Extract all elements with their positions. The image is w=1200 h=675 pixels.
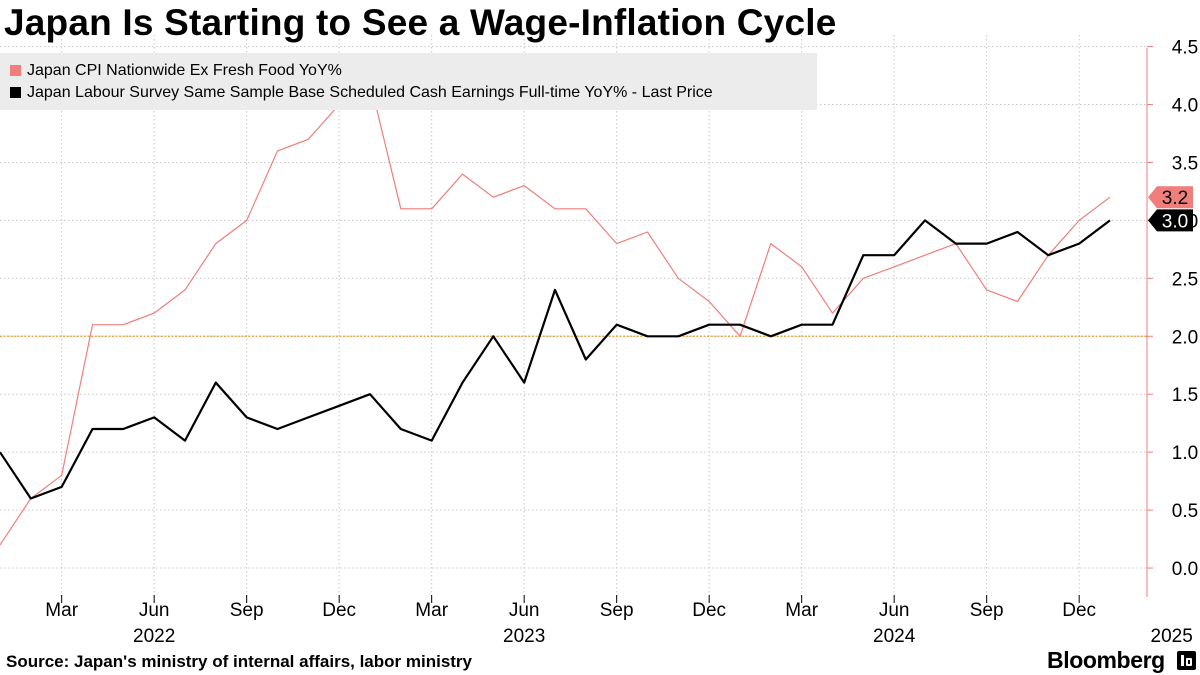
series-line-wages (0, 219, 1111, 500)
x-tick-label: Dec (1062, 600, 1096, 621)
brand-logo: Bloomberg (1047, 647, 1165, 673)
y-tick-label: 4.0 (1172, 96, 1198, 117)
source-note: Source: Japan's ministry of internal aff… (6, 652, 473, 671)
x-year-label: 2024 (873, 626, 916, 647)
x-year-label: 2023 (503, 626, 545, 647)
legend-label-wages: Japan Labour Survey Same Sample Base Sch… (27, 84, 713, 101)
series-lines (0, 80, 1111, 546)
x-tick-label: Mar (785, 600, 818, 621)
end-labels: 3.23.0 (1148, 186, 1193, 232)
x-tick-label: Jun (139, 600, 170, 621)
legend-item-cpi: Japan CPI Nationwide Ex Fresh Food YoY% (10, 62, 342, 80)
end-label-cpi: 3.2 (1162, 188, 1188, 209)
x-tick-label: Sep (230, 600, 264, 621)
x-tick-label: Sep (970, 600, 1004, 621)
y-tick-label: 1.5 (1172, 385, 1198, 406)
x-tick-label: Sep (600, 600, 634, 621)
legend-item-wages: Japan Labour Survey Same Sample Base Sch… (10, 84, 713, 102)
y-tick-label: 1.0 (1172, 443, 1198, 464)
y-tick-label: 0.5 (1172, 501, 1198, 522)
bloomberg-terminal-icon (1177, 651, 1196, 670)
x-tick-label: Dec (692, 600, 726, 621)
x-tick-label: Jun (879, 600, 910, 621)
y-tick-label: 4.5 (1172, 38, 1198, 59)
gridlines (0, 35, 1147, 597)
x-tick-label: Jun (509, 600, 540, 621)
x-year-label: 2025 (1151, 626, 1193, 647)
y-tick-label: 3.5 (1172, 153, 1198, 174)
legend-label-cpi: Japan CPI Nationwide Ex Fresh Food YoY% (27, 62, 342, 79)
legend-swatch-wages (10, 87, 21, 98)
end-label-wages: 3.0 (1162, 211, 1188, 232)
series-line-cpi (0, 80, 1111, 546)
x-tick-label: Dec (322, 600, 356, 621)
end-tag-cpi (1148, 186, 1193, 209)
chart-title: Japan Is Starting to See a Wage-Inflatio… (4, 2, 837, 43)
x-axis: Mar Jun Sep Dec Mar Jun Sep Dec Mar Jun Sep Dec 2022… (45, 595, 1193, 647)
y-tick-label: 0.0 (1172, 559, 1198, 580)
end-tag-wages (1148, 209, 1193, 232)
y-tick-label: 2.5 (1172, 269, 1198, 290)
legend-swatch-cpi (10, 65, 21, 76)
y-axis: 0.0 0.5 1.0 1.5 2.0 2.5 3.0 3.5 4.0 4.5 (1146, 38, 1198, 597)
x-tick-label: Mar (415, 600, 448, 621)
x-tick-label: Mar (45, 600, 78, 621)
legend: Japan CPI Nationwide Ex Fresh Food YoY% … (0, 53, 817, 110)
x-year-label: 2022 (133, 626, 175, 647)
y-tick-label: 2.0 (1172, 327, 1198, 348)
